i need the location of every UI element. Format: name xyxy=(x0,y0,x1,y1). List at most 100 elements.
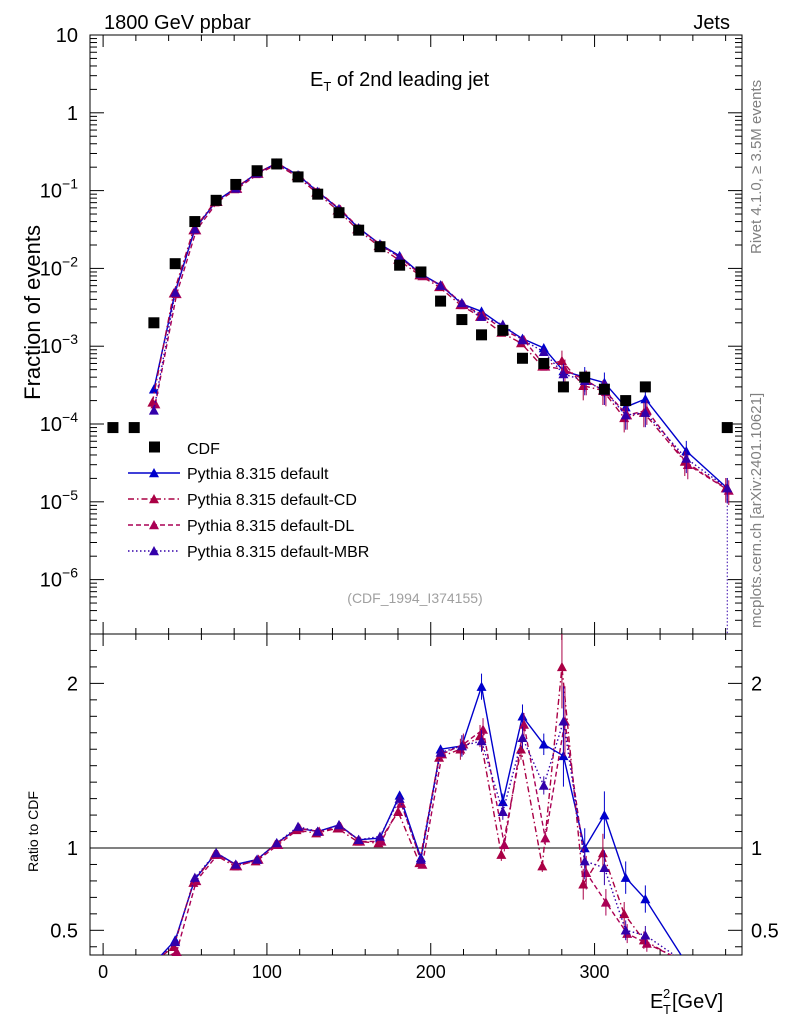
data-marker xyxy=(169,258,181,270)
ratio-marker xyxy=(334,819,345,830)
ratio-marker xyxy=(456,740,467,751)
series-line xyxy=(154,163,730,492)
x-tick-label: 300 xyxy=(580,962,610,982)
series-marker xyxy=(538,346,549,356)
data-marker xyxy=(579,371,591,383)
series-marker xyxy=(681,453,692,463)
series-marker xyxy=(620,410,631,420)
series-marker xyxy=(170,287,181,297)
data-marker xyxy=(538,357,550,369)
series-marker xyxy=(435,280,446,290)
plot-title-sub: T xyxy=(323,79,331,94)
y-axis-label: Fraction of events xyxy=(20,225,45,400)
ratio-marker xyxy=(640,930,651,940)
ratio-marker xyxy=(252,854,263,864)
header-right-text: Jets xyxy=(693,12,730,34)
main-series xyxy=(107,158,734,634)
ratio-marker xyxy=(619,908,630,919)
x-axis-label-sup: 2 xyxy=(663,986,670,1001)
ratio-marker xyxy=(538,739,549,749)
y-tick-label: 10−2 xyxy=(40,253,78,280)
series-marker xyxy=(517,335,528,345)
ratio-series-line xyxy=(161,721,676,955)
data-marker xyxy=(497,324,509,336)
legend-label: Pythia 8.315 default-MBR xyxy=(187,544,369,561)
ratio-marker xyxy=(620,872,631,882)
legend: CDF Pythia 8.315 default Pythia 8.315 defa… xyxy=(128,441,369,561)
legend-label: Pythia 8.315 default-CD xyxy=(187,492,357,509)
series-marker xyxy=(148,405,159,415)
x-tick-label: 200 xyxy=(416,962,446,982)
data-marker xyxy=(620,395,632,407)
ratio-marker xyxy=(581,867,592,877)
y-tick-label-exponent: −2 xyxy=(62,253,78,269)
ratio-marker xyxy=(599,862,610,873)
ratio-series-line xyxy=(161,666,672,955)
ratio-marker xyxy=(540,833,551,843)
ratio-series xyxy=(160,634,682,956)
ratio-marker xyxy=(556,661,567,672)
ratio-marker xyxy=(620,925,631,935)
ratio-marker xyxy=(558,716,569,726)
data-marker xyxy=(148,317,160,329)
data-marker xyxy=(435,295,447,307)
data-marker xyxy=(128,422,140,434)
series-marker xyxy=(476,311,487,321)
y-tick-label: 10−5 xyxy=(40,487,78,514)
ratio-marker xyxy=(517,732,528,742)
ratio-marker xyxy=(579,856,590,866)
series-marker xyxy=(722,483,733,493)
ratio-y-axis-label: Ratio to CDF xyxy=(25,791,41,872)
y-tick-label-base: 10 xyxy=(40,492,62,514)
x-axis-label: E 2 T [GeV] xyxy=(650,981,723,1019)
x-axis-label-main: E xyxy=(650,991,663,1013)
series-marker xyxy=(148,384,159,394)
series-marker xyxy=(640,393,651,404)
ratio-marker xyxy=(499,839,510,849)
x-tick-label: 100 xyxy=(252,962,282,982)
series-marker xyxy=(394,252,405,262)
ratio-tick-label: 0.5 xyxy=(50,920,78,942)
ratio-tick-label-right: 1 xyxy=(751,838,762,860)
ratio-marker xyxy=(641,938,652,948)
ratio-frame-box xyxy=(89,633,743,956)
y-tick-label-base: 10 xyxy=(40,181,62,203)
series-marker xyxy=(558,368,569,379)
legend-label: Pythia 8.315 default-DL xyxy=(187,518,354,535)
plot-title-rest: of 2nd leading jet xyxy=(331,69,489,91)
x-tick-label: 0 xyxy=(98,962,108,982)
ratio-marker xyxy=(171,946,182,956)
series-marker xyxy=(682,459,693,469)
data-marker xyxy=(721,422,733,434)
ratio-marker xyxy=(538,780,549,790)
data-marker xyxy=(394,259,406,271)
data-marker xyxy=(557,381,569,393)
ratio-marker xyxy=(478,724,489,734)
legend-marker xyxy=(149,494,159,504)
y-tick-label: 10−1 xyxy=(40,176,78,203)
data-marker xyxy=(230,178,242,190)
series-line xyxy=(153,162,728,489)
ratio-marker xyxy=(394,793,405,803)
ratio-marker xyxy=(640,894,651,904)
y-tick-label: 1 xyxy=(67,103,78,125)
ratio-marker xyxy=(476,736,487,746)
ratio-marker xyxy=(518,719,529,729)
plot-title-main: E xyxy=(310,69,323,91)
legend-marker xyxy=(149,520,159,530)
y-tick-label: 10−4 xyxy=(40,409,78,436)
series-line xyxy=(153,162,728,489)
ratio-tick-label-right: 2 xyxy=(751,673,762,695)
data-marker xyxy=(598,383,610,395)
plot-title: ET of 2nd leading jet xyxy=(310,69,490,94)
legend-marker xyxy=(149,546,159,556)
ratio-marker xyxy=(417,859,428,869)
y-tick-label: 10−6 xyxy=(40,565,78,592)
ratio-marker xyxy=(415,854,426,864)
reference-label: (CDF_1994_I374155) xyxy=(347,590,482,606)
ratio-marker xyxy=(599,810,610,820)
data-marker xyxy=(251,165,263,177)
x-axis-label-unit: [GeV] xyxy=(672,991,723,1013)
